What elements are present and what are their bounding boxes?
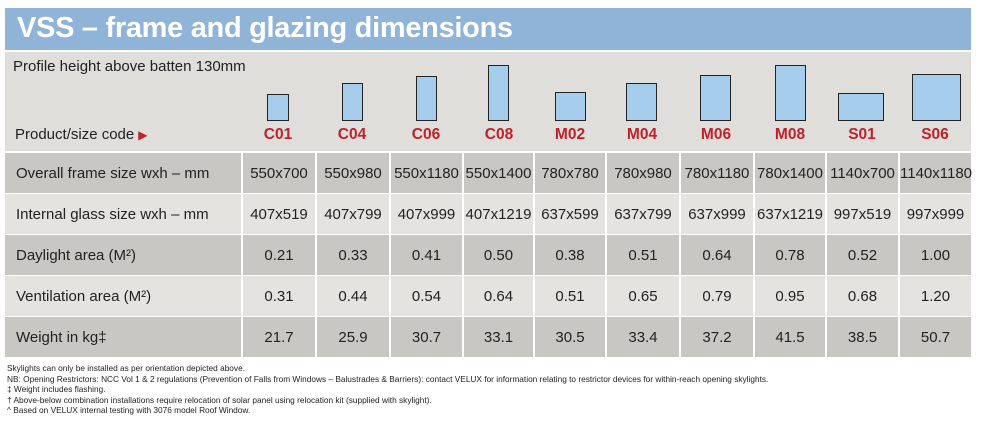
table-cell: 1140x700 <box>826 153 900 194</box>
table-cell: 997x999 <box>899 193 971 235</box>
table-cell: 1.00 <box>899 234 971 276</box>
table-cell: 637x999 <box>680 193 755 235</box>
arrow-right-icon: ▶ <box>138 128 148 142</box>
table-row-internal-glass: Internal glass size wxh – mm 407x519 407… <box>5 193 971 235</box>
table-cell: 0.78 <box>754 234 827 276</box>
product-size-code-label: Product/size code ▶ <box>15 126 147 143</box>
table-cell: 38.5 <box>826 316 900 357</box>
table-cell: 30.7 <box>390 316 464 357</box>
table-cell: 407x519 <box>242 193 317 235</box>
table-cell: 0.95 <box>754 275 827 317</box>
table-cell: 33.1 <box>463 316 535 357</box>
row-label: Ventilation area (M²) <box>5 275 243 317</box>
table-cell: 1140x1180 <box>899 153 972 194</box>
size-code-c04: C04 <box>337 126 367 143</box>
table-cell: 0.31 <box>242 275 317 317</box>
table-cell: 407x999 <box>390 193 464 235</box>
size-code-c06: C06 <box>411 126 441 143</box>
size-code-s06: S06 <box>921 126 949 143</box>
table-cell: 637x1219 <box>754 193 827 235</box>
profile-height-note: Profile height above batten 130mm <box>13 58 246 75</box>
table-cell: 407x1219 <box>463 193 535 235</box>
window-diagram-s01 <box>838 93 884 121</box>
product-header: Profile height above batten 130mm Produc… <box>5 52 971 151</box>
window-diagram-m08 <box>775 65 806 121</box>
table-cell: 637x799 <box>606 193 681 235</box>
dimensions-table: Overall frame size wxh – mm 550x700 550x… <box>5 153 972 357</box>
footnotes: Skylights can only be installed as per o… <box>7 363 768 416</box>
window-diagram-c08 <box>488 65 509 121</box>
table-cell: 0.51 <box>606 234 681 276</box>
title-bar: VSS – frame and glazing dimensions <box>5 8 971 50</box>
table-cell: 0.44 <box>316 275 391 317</box>
table-cell: 50.7 <box>899 316 971 357</box>
window-diagram-c06 <box>416 76 437 121</box>
row-label: Internal glass size wxh – mm <box>5 193 243 235</box>
table-cell: 550x1400 <box>463 153 535 194</box>
size-code-s01: S01 <box>848 126 876 143</box>
table-cell: 780x1400 <box>754 153 827 194</box>
footnote: Skylights can only be installed as per o… <box>7 363 245 373</box>
size-code-m02: M02 <box>554 126 586 143</box>
size-code-m08: M08 <box>774 126 806 143</box>
table-cell: 0.68 <box>826 275 900 317</box>
table-cell: 0.79 <box>680 275 755 317</box>
table-cell: 0.41 <box>390 234 464 276</box>
table-cell: 0.21 <box>242 234 317 276</box>
table-cell: 0.33 <box>316 234 391 276</box>
footnote: ‡ Weight includes flashing. <box>7 384 106 394</box>
table-row-daylight-area: Daylight area (M²) 0.21 0.33 0.41 0.50 0… <box>5 234 971 276</box>
table-cell: 33.4 <box>606 316 681 357</box>
footnote: ^ Based on VELUX internal testing with 3… <box>7 405 251 415</box>
table-cell: 0.51 <box>534 275 607 317</box>
window-diagram-m02 <box>555 92 586 121</box>
table-cell: 0.52 <box>826 234 900 276</box>
window-diagram-s06 <box>912 74 961 121</box>
table-cell: 780x980 <box>606 153 681 194</box>
table-cell: 0.64 <box>463 275 535 317</box>
row-label: Weight in kg‡ <box>5 316 243 357</box>
table-cell: 30.5 <box>534 316 607 357</box>
size-code-c01: C01 <box>263 126 293 143</box>
window-diagram-c01 <box>267 94 289 121</box>
table-cell: 1.20 <box>899 275 971 317</box>
table-cell: 637x599 <box>534 193 607 235</box>
table-cell: 550x700 <box>242 153 317 194</box>
row-label: Overall frame size wxh – mm <box>5 153 243 194</box>
window-diagram-m04 <box>626 83 657 121</box>
table-cell: 550x1180 <box>390 153 464 194</box>
table-row-ventilation-area: Ventilation area (M²) 0.31 0.44 0.54 0.6… <box>5 275 971 317</box>
table-cell: 0.38 <box>534 234 607 276</box>
table-cell: 407x799 <box>316 193 391 235</box>
table-cell: 21.7 <box>242 316 317 357</box>
table-row-weight: Weight in kg‡ 21.7 25.9 30.7 33.1 30.5 3… <box>5 316 971 357</box>
row-label: Daylight area (M²) <box>5 234 243 276</box>
table-row-overall-frame: Overall frame size wxh – mm 550x700 550x… <box>5 153 972 194</box>
table-cell: 41.5 <box>754 316 827 357</box>
size-code-m06: M06 <box>700 126 732 143</box>
footnote: † Above-below combination installations … <box>7 394 432 405</box>
size-code-c08: C08 <box>484 126 514 143</box>
table-cell: 0.54 <box>390 275 464 317</box>
table-cell: 780x1180 <box>680 153 755 194</box>
footnote: NB: Opening Restrictors: NCC Vol 1 & 2 r… <box>7 373 769 384</box>
window-diagram-m06 <box>700 75 731 121</box>
table-cell: 0.65 <box>606 275 681 317</box>
table-cell: 550x980 <box>316 153 391 194</box>
table-cell: 0.64 <box>680 234 755 276</box>
table-cell: 780x780 <box>534 153 607 194</box>
page-title: VSS – frame and glazing dimensions <box>17 12 513 44</box>
window-diagram-c04 <box>342 83 363 121</box>
size-code-m04: M04 <box>626 126 658 143</box>
table-cell: 0.50 <box>463 234 535 276</box>
table-cell: 997x519 <box>826 193 900 235</box>
table-cell: 25.9 <box>316 316 391 357</box>
table-cell: 37.2 <box>680 316 755 357</box>
product-label-text: Product/size code <box>15 126 135 143</box>
